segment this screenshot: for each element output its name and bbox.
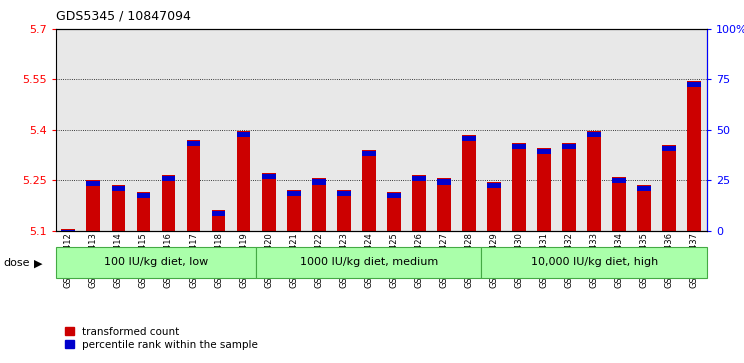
Bar	[612, 177, 626, 231]
Bar	[312, 179, 326, 231]
Text: dose: dose	[4, 258, 31, 268]
Bar	[137, 193, 150, 198]
Bar	[462, 136, 476, 141]
Bar	[487, 182, 501, 231]
Bar	[537, 149, 551, 154]
Bar	[262, 174, 275, 231]
Bar	[86, 181, 100, 186]
Bar	[462, 135, 476, 231]
Bar	[286, 190, 301, 231]
Bar	[211, 210, 225, 231]
Bar	[612, 178, 626, 183]
Bar	[337, 191, 350, 196]
Bar	[161, 176, 176, 181]
Bar	[161, 175, 176, 231]
Text: 1000 IU/kg diet, medium: 1000 IU/kg diet, medium	[300, 257, 438, 267]
Text: ▶: ▶	[34, 258, 42, 268]
Text: GDS5345 / 10847094: GDS5345 / 10847094	[56, 9, 190, 22]
Bar	[512, 144, 526, 149]
Bar	[687, 82, 701, 87]
Bar	[412, 175, 426, 231]
Bar	[362, 150, 376, 231]
Text: 10,000 IU/kg diet, high: 10,000 IU/kg diet, high	[530, 257, 658, 267]
Bar	[662, 145, 676, 231]
Bar	[638, 185, 651, 231]
Bar	[437, 179, 451, 184]
FancyBboxPatch shape	[256, 247, 481, 278]
Bar	[137, 192, 150, 231]
Bar	[562, 144, 576, 149]
Bar	[562, 143, 576, 231]
Bar	[638, 186, 651, 191]
Bar	[537, 148, 551, 231]
Text: 100 IU/kg diet, low: 100 IU/kg diet, low	[104, 257, 208, 267]
Bar	[587, 132, 601, 138]
Bar	[112, 185, 125, 231]
Bar	[387, 192, 401, 231]
Bar	[487, 183, 501, 188]
Bar	[262, 175, 275, 179]
FancyBboxPatch shape	[481, 247, 707, 278]
Bar	[412, 176, 426, 181]
Bar	[662, 146, 676, 151]
Bar	[62, 229, 75, 231]
Bar	[337, 190, 350, 231]
Bar	[112, 186, 125, 191]
Bar	[512, 143, 526, 231]
Bar	[187, 141, 200, 146]
Bar	[687, 81, 701, 231]
Bar	[286, 191, 301, 196]
Bar	[312, 179, 326, 184]
Bar	[86, 180, 100, 231]
Bar	[237, 132, 251, 138]
Legend: transformed count, percentile rank within the sample: transformed count, percentile rank withi…	[61, 323, 262, 354]
Bar	[587, 131, 601, 231]
FancyBboxPatch shape	[56, 247, 256, 278]
Bar	[237, 131, 251, 231]
Bar	[62, 230, 75, 235]
Bar	[362, 151, 376, 156]
Bar	[387, 193, 401, 198]
Bar	[211, 211, 225, 216]
Bar	[187, 140, 200, 231]
Bar	[437, 179, 451, 231]
